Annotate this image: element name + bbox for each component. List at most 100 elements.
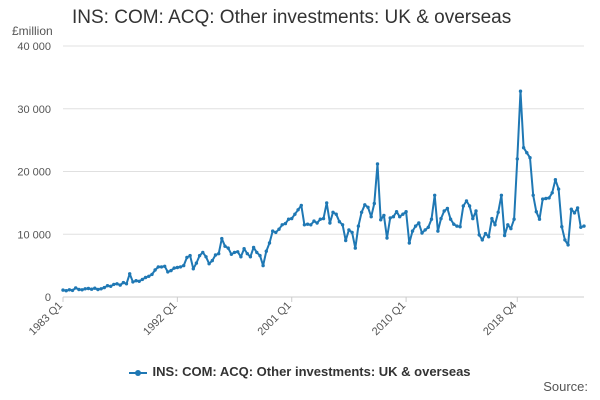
data-point — [70, 288, 75, 293]
data-point — [147, 274, 151, 278]
data-point — [455, 224, 459, 228]
data-point — [372, 201, 376, 206]
data-point — [143, 275, 148, 280]
data-point — [131, 280, 135, 284]
data-point — [445, 206, 450, 211]
data-point — [420, 231, 424, 235]
axes — [62, 296, 584, 302]
data-point — [89, 287, 94, 291]
data-point — [340, 223, 345, 227]
data-point — [226, 246, 230, 250]
data-point — [140, 277, 145, 282]
data-point — [458, 225, 462, 229]
data-point — [299, 203, 303, 208]
data-point — [163, 264, 167, 268]
data-point — [153, 268, 157, 272]
data-point — [461, 204, 465, 208]
data-point — [223, 244, 227, 248]
data-point — [337, 220, 342, 224]
data-point — [493, 223, 497, 227]
data-point — [204, 255, 208, 259]
data-point — [541, 197, 545, 201]
data-point — [134, 279, 138, 283]
x-tick-label: 2010 Q1 — [370, 300, 408, 338]
data-point — [448, 217, 453, 221]
data-point — [572, 211, 577, 215]
data-point — [86, 286, 91, 291]
data-point — [464, 199, 469, 203]
data-point — [201, 250, 205, 255]
y-tick-label: 20 000 — [17, 167, 51, 179]
data-point — [499, 193, 504, 197]
data-point — [394, 210, 399, 214]
data-point — [382, 213, 386, 218]
x-tick-label: 2001 Q1 — [256, 300, 294, 338]
data-point — [239, 255, 243, 259]
data-point — [353, 246, 357, 250]
data-point — [121, 280, 126, 285]
data-point — [245, 252, 249, 256]
data-point — [442, 209, 446, 213]
series-layer — [61, 89, 586, 293]
data-point — [67, 288, 72, 292]
data-point — [363, 203, 367, 207]
y-tick-label: 0 — [45, 292, 51, 304]
data-point — [487, 235, 491, 239]
data-point — [80, 288, 84, 292]
data-point — [305, 222, 310, 226]
data-point — [93, 286, 97, 290]
data-point — [99, 287, 103, 291]
data-point — [347, 228, 351, 232]
data-point — [344, 238, 348, 243]
data-point — [255, 250, 259, 255]
data-point — [312, 219, 316, 223]
data-point — [280, 223, 284, 227]
data-point — [178, 265, 183, 269]
data-point — [334, 212, 338, 216]
data-point — [474, 209, 478, 213]
data-point — [525, 151, 529, 155]
data-point — [258, 253, 262, 258]
data-point — [366, 205, 370, 209]
data-point — [112, 282, 116, 287]
data-point — [452, 222, 456, 226]
chart-title: INS: COM: ACQ: Other investments: UK & o… — [72, 7, 512, 28]
data-point — [169, 268, 173, 273]
data-point — [531, 193, 535, 197]
data-point — [477, 233, 481, 237]
data-point — [544, 196, 548, 201]
data-point — [385, 236, 389, 240]
data-point — [242, 247, 246, 251]
source-label: Source: — [543, 379, 588, 394]
data-point — [128, 272, 132, 276]
data-point — [271, 229, 275, 233]
data-point — [293, 212, 297, 216]
data-point — [439, 216, 443, 221]
data-point — [502, 233, 507, 238]
data-point — [518, 89, 523, 93]
data-point — [521, 146, 526, 150]
data-point — [413, 224, 418, 228]
x-tick-label: 1992 Q1 — [141, 300, 179, 338]
data-point — [277, 227, 281, 231]
legend[interactable]: INS: COM: ACQ: Other investments: UK & o… — [0, 364, 600, 379]
data-point — [302, 223, 307, 227]
data-point — [331, 210, 335, 214]
data-point — [194, 261, 199, 265]
data-point — [175, 265, 180, 270]
data-point — [537, 217, 542, 221]
data-point — [566, 243, 570, 247]
data-point — [417, 221, 421, 225]
y-tick-label: 40 000 — [17, 41, 51, 53]
data-point — [407, 241, 411, 245]
data-point — [506, 223, 510, 227]
data-point — [325, 201, 329, 205]
data-point — [137, 279, 141, 283]
data-point — [61, 288, 65, 292]
data-point — [77, 287, 81, 292]
data-point — [534, 210, 538, 214]
data-point — [569, 207, 573, 211]
data-point — [185, 255, 189, 260]
data-point — [236, 250, 240, 254]
